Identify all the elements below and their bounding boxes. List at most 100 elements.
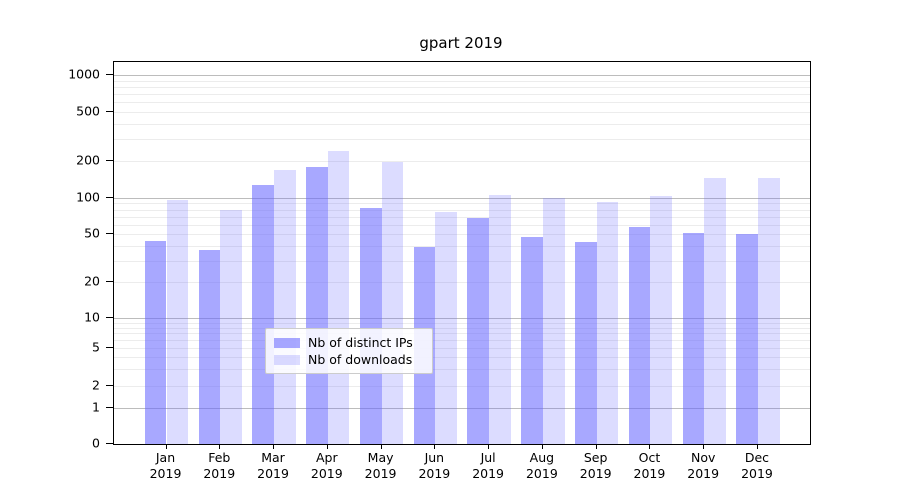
- y-tick-label-50: 50: [84, 225, 100, 241]
- x-tick-label-jun: Jun 2019: [418, 450, 451, 481]
- x-tick-mark: [542, 444, 543, 449]
- x-tick-label-oct: Oct 2019: [633, 450, 666, 481]
- bar-downloads-dec: [757, 178, 780, 444]
- bar-downloads-apr: [327, 151, 350, 444]
- x-tick-label-mar: Mar 2019: [257, 450, 289, 481]
- major-gridline: [114, 318, 810, 319]
- minor-gridline: [114, 225, 810, 226]
- y-tick-mark: [106, 281, 113, 282]
- legend-row: Nb of distinct IPs: [274, 334, 424, 351]
- minor-gridline: [114, 246, 810, 247]
- minor-gridline: [114, 369, 810, 370]
- minor-gridline: [114, 94, 810, 95]
- y-tick-mark: [106, 443, 113, 444]
- y-tick-label-2: 2: [92, 377, 100, 393]
- minor-gridline: [114, 357, 810, 358]
- y-tick-label-10: 10: [84, 309, 100, 325]
- minor-gridline: [114, 87, 810, 88]
- y-tick-label-200: 200: [76, 152, 100, 168]
- y-tick-mark: [106, 233, 113, 234]
- minor-gridline: [114, 333, 810, 334]
- bar-downloads-sep: [596, 201, 619, 444]
- x-tick-label-feb: Feb 2019: [203, 450, 236, 481]
- legend-label-distinct-ips: Nb of distinct IPs: [308, 335, 413, 350]
- x-tick-label-sep: Sep 2019: [579, 450, 612, 481]
- y-tick-label-5: 5: [92, 339, 100, 355]
- x-tick-mark: [596, 444, 597, 449]
- y-tick-label-500: 500: [76, 103, 100, 119]
- minor-gridline: [114, 124, 810, 125]
- y-tick-label-0: 0: [92, 435, 100, 451]
- bar-distinct-ips-sep: [574, 241, 597, 444]
- x-tick-mark: [488, 444, 489, 449]
- x-tick-mark: [327, 444, 328, 449]
- bar-distinct-ips-dec: [736, 234, 758, 444]
- y-tick-label-1000: 1000: [68, 66, 100, 82]
- bar-distinct-ips-jan: [144, 240, 167, 444]
- x-tick-mark: [166, 444, 167, 449]
- minor-gridline: [114, 81, 810, 82]
- minor-gridline: [114, 323, 810, 324]
- bar-downloads-aug: [542, 198, 565, 444]
- minor-gridline: [114, 112, 810, 113]
- minor-gridline: [114, 234, 810, 235]
- bar-downloads-jan: [166, 200, 189, 444]
- bar-distinct-ips-feb: [198, 249, 221, 444]
- minor-gridline: [114, 203, 810, 204]
- bar-downloads-nov: [704, 178, 726, 444]
- legend-swatch-distinct-ips: [274, 337, 300, 348]
- bar-distinct-ips-mar: [252, 185, 275, 444]
- x-tick-mark: [219, 444, 220, 449]
- chart-title: gpart 2019: [419, 34, 503, 52]
- x-tick-mark: [381, 444, 382, 449]
- bar-downloads-may: [381, 161, 404, 444]
- bar-downloads-jul: [489, 194, 511, 444]
- bar-distinct-ips-apr: [306, 166, 328, 444]
- x-tick-mark: [649, 444, 650, 449]
- minor-gridline: [114, 328, 810, 329]
- major-gridline: [114, 75, 810, 76]
- bar-distinct-ips-aug: [521, 237, 543, 444]
- x-tick-label-may: May 2019: [364, 450, 397, 481]
- major-gridline: [114, 198, 810, 199]
- y-tick-mark: [106, 111, 113, 112]
- x-tick-label-jul: Jul 2019: [472, 450, 505, 481]
- x-tick-label-aug: Aug 2019: [525, 450, 558, 481]
- y-tick-mark: [106, 347, 113, 348]
- minor-gridline: [114, 282, 810, 283]
- y-tick-mark: [106, 197, 113, 198]
- x-tick-label-nov: Nov 2019: [687, 450, 720, 481]
- legend-label-downloads: Nb of downloads: [308, 352, 413, 367]
- y-tick-label-100: 100: [76, 189, 100, 205]
- minor-gridline: [114, 217, 810, 218]
- legend-swatch-downloads: [274, 354, 300, 365]
- bar-downloads-mar: [274, 169, 296, 444]
- bar-distinct-ips-oct: [628, 227, 651, 444]
- x-tick-label-jan: Jan 2019: [149, 450, 182, 481]
- minor-gridline: [114, 261, 810, 262]
- y-tick-label-20: 20: [84, 273, 100, 289]
- x-tick-label-apr: Apr 2019: [310, 450, 343, 481]
- x-tick-label-dec: Dec 2019: [741, 450, 773, 481]
- minor-gridline: [114, 139, 810, 140]
- y-tick-mark: [106, 407, 113, 408]
- x-tick-mark: [757, 444, 758, 449]
- legend-row: Nb of downloads: [274, 351, 424, 368]
- y-tick-mark: [106, 385, 113, 386]
- x-tick-mark: [703, 444, 704, 449]
- minor-gridline: [114, 348, 810, 349]
- y-tick-mark: [106, 160, 113, 161]
- minor-gridline: [114, 210, 810, 211]
- y-tick-label-1: 1: [92, 399, 100, 415]
- minor-gridline: [114, 386, 810, 387]
- legend: Nb of distinct IPs Nb of downloads: [265, 328, 433, 374]
- x-tick-mark: [273, 444, 274, 449]
- bar-downloads-oct: [650, 196, 673, 444]
- minor-gridline: [114, 102, 810, 103]
- major-gridline: [114, 408, 810, 409]
- bar-downloads-feb: [220, 210, 242, 444]
- y-tick-mark: [106, 317, 113, 318]
- y-tick-mark: [106, 74, 113, 75]
- bar-downloads-jun: [435, 211, 458, 444]
